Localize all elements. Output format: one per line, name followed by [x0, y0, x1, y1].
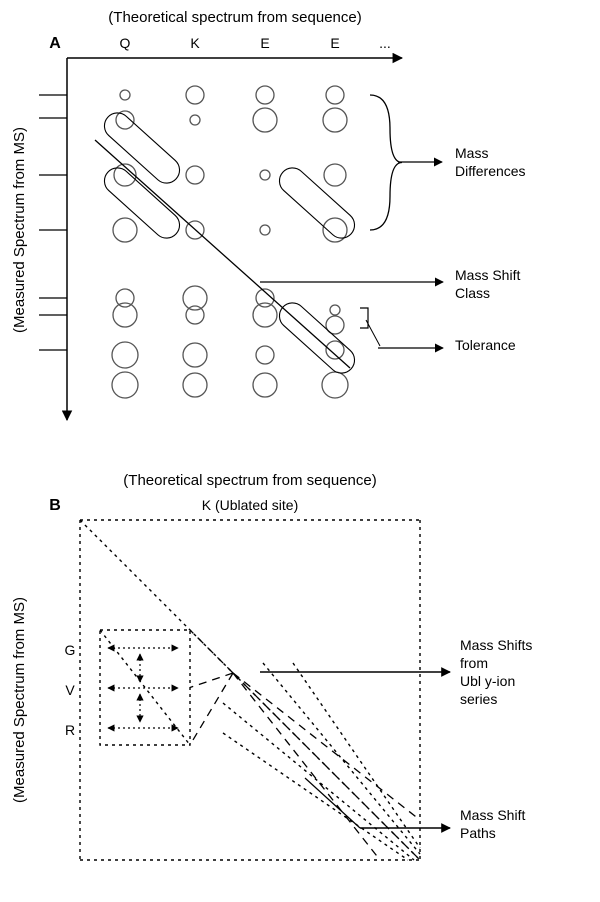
svg-text:(Measured Spectrum from MS): (Measured Spectrum from MS)	[11, 597, 28, 803]
svg-text:G: G	[65, 642, 76, 658]
svg-text:E: E	[260, 35, 269, 51]
svg-text:(Measured Spectrum from MS): (Measured Spectrum from MS)	[11, 127, 28, 333]
svg-text:(Theoretical spectrum from seq: (Theoretical spectrum from sequence)	[123, 472, 376, 489]
svg-text:...: ...	[379, 35, 391, 51]
panel-a: A (Theoretical spectrum from sequence) (Me…	[11, 9, 526, 420]
svg-text:Mass ShiftPaths: Mass ShiftPaths	[460, 807, 525, 841]
svg-text:V: V	[65, 682, 75, 698]
svg-text:B: B	[49, 497, 61, 514]
svg-text:R: R	[65, 722, 75, 738]
svg-text:Tolerance: Tolerance	[455, 337, 516, 353]
panel-b: B (Theoretical spectrum from sequence) K (…	[11, 472, 532, 860]
svg-text:Mass ShiftsfromUbl y-ionseries: Mass ShiftsfromUbl y-ionseries	[460, 637, 532, 707]
svg-text:A: A	[49, 35, 61, 52]
svg-text:(Theoretical spectrum from seq: (Theoretical spectrum from sequence)	[108, 9, 361, 26]
svg-text:MassDifferences: MassDifferences	[455, 145, 526, 179]
svg-text:Q: Q	[120, 35, 131, 51]
svg-text:E: E	[330, 35, 339, 51]
svg-text:K (Ublated site): K (Ublated site)	[202, 497, 298, 513]
svg-text:Mass ShiftClass: Mass ShiftClass	[455, 267, 520, 301]
svg-text:K: K	[190, 35, 200, 51]
diagram-svg: A (Theoretical spectrum from sequence) (Me…	[0, 0, 600, 902]
